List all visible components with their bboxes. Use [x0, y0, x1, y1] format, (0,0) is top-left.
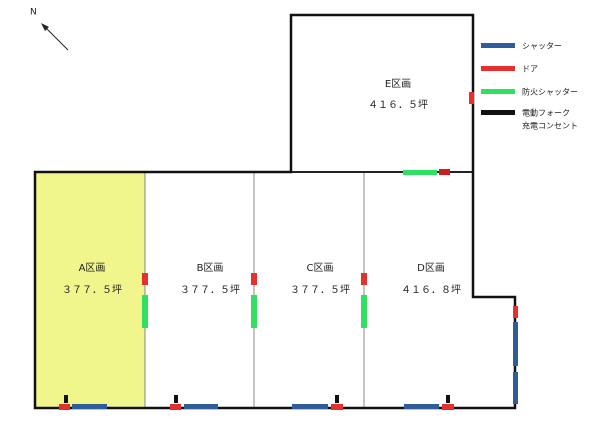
- legend-swatch: [481, 66, 515, 71]
- area-name: A区画: [79, 262, 106, 274]
- area-size: ３７７．５坪: [290, 283, 350, 296]
- area-name: E区画: [385, 78, 411, 90]
- shutter: [72, 404, 107, 409]
- area-size: ３７７．５坪: [180, 283, 240, 296]
- compass-arrowhead: [41, 23, 49, 31]
- fire-shutter: [361, 295, 367, 328]
- charging-outlet: [64, 395, 68, 403]
- shutter: [513, 372, 518, 404]
- door: [170, 404, 181, 410]
- door: [442, 404, 454, 410]
- legend-swatch: [481, 89, 515, 94]
- legend-label: 防火シャッター: [522, 87, 578, 97]
- area-name: C区画: [307, 262, 334, 274]
- door: [59, 404, 70, 410]
- legend-swatch: [481, 43, 515, 48]
- door: [331, 404, 343, 410]
- legend-swatch: [481, 110, 515, 115]
- compass-arrow: [43, 25, 69, 51]
- door: [251, 273, 257, 285]
- legend-label: シャッター: [522, 42, 562, 51]
- door: [142, 273, 148, 285]
- area-a-fill: [35, 172, 145, 408]
- legend-label: ドア: [522, 65, 538, 74]
- door: [469, 92, 474, 104]
- legend-label: 電動フォーク: [522, 109, 570, 118]
- charging-outlet: [335, 395, 339, 403]
- area-name: B区画: [197, 262, 224, 274]
- charging-outlet: [446, 395, 450, 403]
- fire-shutter: [142, 295, 148, 328]
- fire-shutter: [403, 170, 437, 175]
- door: [513, 306, 518, 318]
- charging-outlet: [174, 395, 178, 403]
- legend-label: 充電コンセント: [522, 121, 578, 131]
- door: [361, 273, 367, 285]
- area-size: ３７７．５坪: [62, 283, 122, 296]
- area-size: ４１６．８坪: [401, 283, 461, 296]
- area-name: D区画: [417, 262, 445, 274]
- area-size: ４１６．５坪: [368, 98, 428, 111]
- shutter: [184, 404, 218, 409]
- shutter: [292, 404, 328, 409]
- fire-shutter: [251, 295, 257, 328]
- shutter: [513, 322, 518, 366]
- shutter: [404, 404, 439, 409]
- compass-label: N: [30, 8, 37, 18]
- door: [439, 169, 450, 175]
